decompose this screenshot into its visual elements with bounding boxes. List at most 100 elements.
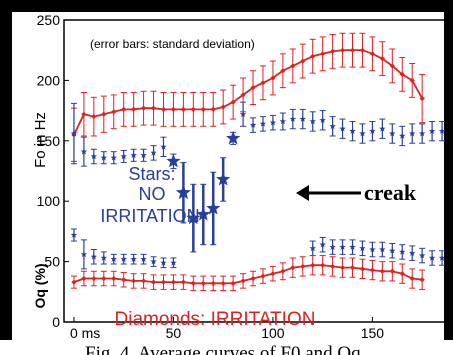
star-point bbox=[299, 115, 306, 122]
star-point bbox=[80, 251, 88, 258]
diamond-point bbox=[310, 262, 316, 268]
diamond-point bbox=[140, 278, 147, 284]
diamond-point bbox=[101, 111, 107, 117]
diamond-point bbox=[71, 279, 77, 285]
star-point bbox=[259, 120, 267, 127]
creak-label: creak bbox=[364, 180, 417, 205]
y-tick-label: 0 bbox=[52, 314, 60, 330]
star-point bbox=[279, 118, 287, 125]
diamond-point bbox=[210, 106, 216, 112]
diamond-point bbox=[419, 277, 425, 283]
diamond-point bbox=[160, 106, 167, 112]
diamond-point bbox=[180, 106, 186, 112]
x-tick-label: 100 bbox=[261, 325, 285, 341]
diamond-point bbox=[210, 280, 216, 286]
star-point bbox=[359, 130, 366, 137]
y-tick-label: 250 bbox=[37, 12, 61, 28]
star-point bbox=[438, 127, 446, 134]
error-bar-note: (error bars: standard deviation) bbox=[90, 37, 255, 51]
plot-area bbox=[63, 19, 453, 323]
diamond-point bbox=[150, 279, 157, 285]
diamond-point bbox=[240, 92, 246, 98]
diamond-point bbox=[220, 104, 226, 110]
star-point bbox=[130, 255, 137, 262]
star-point bbox=[369, 246, 376, 253]
diamond-point bbox=[409, 77, 415, 83]
diamond-point bbox=[290, 265, 296, 271]
star-point bbox=[399, 248, 406, 255]
star-point bbox=[186, 210, 201, 225]
star-point bbox=[389, 130, 396, 137]
star-point bbox=[120, 153, 127, 160]
star-point bbox=[409, 130, 416, 137]
star-point bbox=[249, 121, 257, 128]
creak-arrow-head bbox=[296, 185, 309, 201]
diamond-point bbox=[310, 53, 316, 59]
star-point bbox=[166, 153, 181, 168]
diamond-point bbox=[160, 279, 167, 285]
diamond-point bbox=[170, 106, 177, 112]
diamond-point bbox=[349, 265, 356, 271]
diamond-point bbox=[230, 280, 236, 286]
diamond-point bbox=[81, 111, 87, 117]
star-point bbox=[369, 127, 376, 134]
star-point bbox=[120, 255, 127, 262]
stars-label-line1: Stars: bbox=[128, 164, 175, 184]
series-layer bbox=[70, 32, 446, 292]
frame-left bbox=[0, 0, 12, 340]
star-point bbox=[389, 247, 396, 254]
series-0 bbox=[70, 32, 426, 162]
diamond-point bbox=[300, 263, 306, 270]
star-point bbox=[309, 118, 316, 125]
diamond-point bbox=[121, 277, 127, 283]
diamond-point bbox=[339, 47, 346, 53]
diamond-point bbox=[339, 265, 346, 271]
star-point bbox=[100, 254, 107, 261]
series-1 bbox=[70, 101, 446, 253]
diamond-point bbox=[150, 105, 157, 111]
diamond-point bbox=[140, 105, 147, 111]
star-point bbox=[150, 149, 157, 156]
diamond-point bbox=[91, 114, 97, 120]
star-point bbox=[160, 143, 167, 150]
star-point bbox=[438, 254, 446, 261]
y-axis-label-f0: Fo in Hz bbox=[32, 112, 49, 168]
diamond-point bbox=[389, 268, 395, 274]
frame-right bbox=[444, 0, 453, 340]
diamond-point bbox=[200, 280, 206, 286]
star-point bbox=[428, 127, 436, 134]
star-point bbox=[359, 244, 366, 252]
star-point bbox=[239, 110, 247, 117]
diamond-point bbox=[270, 271, 276, 277]
diamond-point bbox=[399, 71, 405, 77]
star-point bbox=[418, 252, 426, 259]
star-point bbox=[329, 243, 336, 250]
star-point bbox=[70, 130, 78, 137]
diamond-point bbox=[131, 106, 137, 112]
diamond-point bbox=[409, 275, 415, 282]
diamond-point bbox=[190, 106, 196, 112]
star-point bbox=[170, 259, 177, 266]
diamond-point bbox=[369, 267, 376, 273]
diamond-point bbox=[190, 280, 196, 286]
series-2 bbox=[70, 228, 446, 270]
y-axis-ticks: 0 50 100 150 200 250 bbox=[37, 12, 69, 330]
diamond-point bbox=[240, 278, 246, 284]
diamond-point bbox=[379, 56, 385, 62]
diamond-point bbox=[399, 271, 405, 277]
y-axis-label-oq: Oq (%) bbox=[32, 263, 48, 308]
star-point bbox=[349, 243, 356, 250]
diamond-point bbox=[180, 279, 186, 285]
star-point bbox=[379, 246, 386, 253]
diamonds-label: Diamonds: IRRITATION bbox=[115, 309, 316, 330]
diamond-point bbox=[369, 51, 376, 57]
diamond-point bbox=[280, 268, 286, 274]
diamond-point bbox=[111, 109, 117, 115]
diamond-point bbox=[349, 47, 356, 53]
x-axis-ticks: 0 ms 50 100 150 bbox=[70, 317, 384, 341]
diamond-point bbox=[290, 63, 296, 69]
diamond-point bbox=[359, 47, 366, 53]
star-point bbox=[226, 130, 241, 145]
y-tick-label: 100 bbox=[37, 193, 61, 209]
